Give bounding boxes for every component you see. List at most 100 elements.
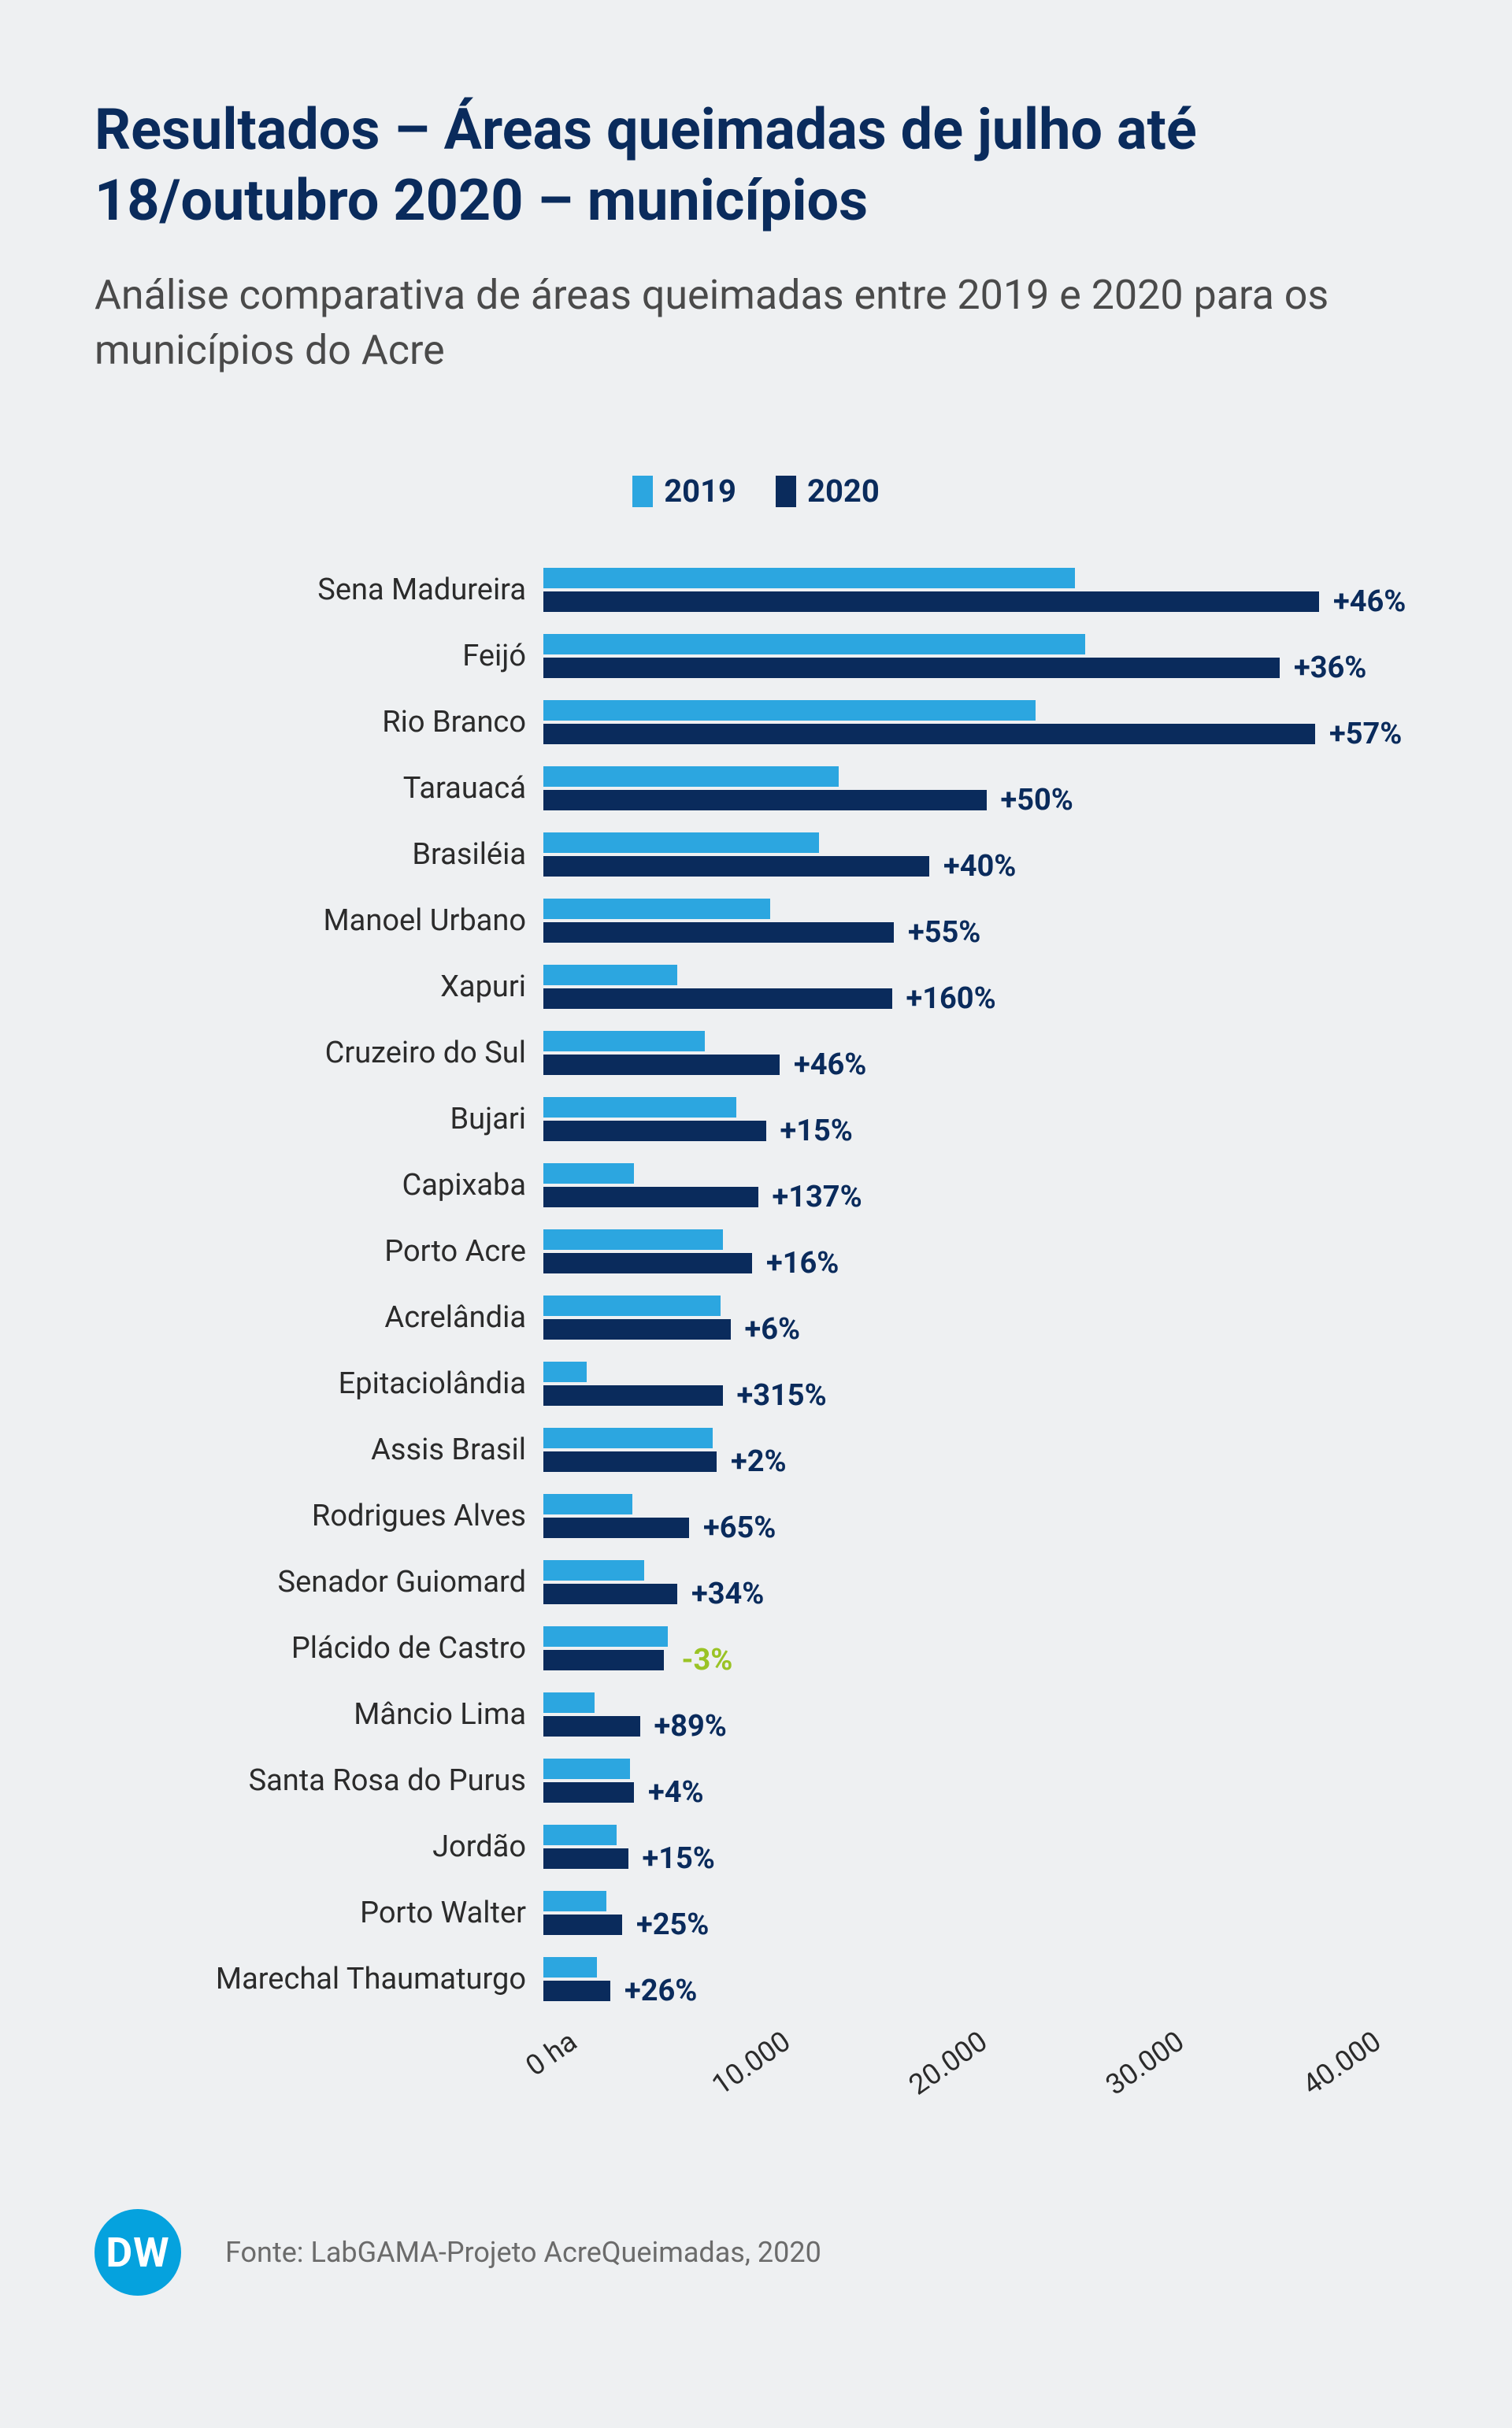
pct-label: +315% xyxy=(737,1378,827,1413)
category-label: Santa Rosa do Purus xyxy=(249,1763,526,1798)
bar-2020 xyxy=(543,790,987,810)
chart-row: Plácido de Castro-3% xyxy=(543,1615,1410,1681)
pct-label: +25% xyxy=(636,1907,709,1942)
pct-label: +2% xyxy=(731,1444,787,1479)
pct-label: +15% xyxy=(643,1841,715,1876)
bar-2019 xyxy=(543,1362,587,1382)
chart-row: Capixaba+137% xyxy=(543,1152,1410,1218)
legend-label-2020: 2020 xyxy=(807,473,880,510)
chart-row: Rodrigues Alves+65% xyxy=(543,1483,1410,1549)
pct-label: +36% xyxy=(1294,651,1366,685)
axis-tick: 30.000 xyxy=(1106,2020,1197,2097)
category-label: Tarauacá xyxy=(403,771,526,806)
pct-label: +40% xyxy=(943,849,1016,884)
pct-label: +16% xyxy=(766,1246,839,1281)
bar-2019 xyxy=(543,1163,634,1184)
bar-2019 xyxy=(543,1560,644,1581)
chart-row: Brasiléia+40% xyxy=(543,821,1410,888)
chart-row: Manoel Urbano+55% xyxy=(543,888,1410,954)
category-label: Mâncio Lima xyxy=(354,1697,526,1732)
pct-label: +50% xyxy=(1001,783,1073,817)
category-label: Manoel Urbano xyxy=(323,903,526,938)
pct-label: +65% xyxy=(703,1511,776,1545)
chart-row: Xapuri+160% xyxy=(543,954,1410,1020)
bar-2019 xyxy=(543,899,770,919)
bar-2020 xyxy=(543,1782,634,1803)
pct-label: +137% xyxy=(773,1180,862,1214)
bar-2020 xyxy=(543,1451,717,1472)
category-label: Cruzeiro do Sul xyxy=(325,1036,526,1070)
bar-2020 xyxy=(543,591,1319,612)
category-label: Epitaciolândia xyxy=(339,1366,526,1401)
category-label: Capixaba xyxy=(402,1168,526,1203)
legend: 2019 2020 xyxy=(94,473,1418,510)
pct-label: +55% xyxy=(908,915,980,950)
pct-label: +46% xyxy=(794,1047,866,1082)
legend-label-2019: 2019 xyxy=(664,473,736,510)
category-label: Jordão xyxy=(432,1829,526,1864)
chart-row: Cruzeiro do Sul+46% xyxy=(543,1020,1410,1086)
pct-label: +160% xyxy=(906,981,996,1016)
bar-2020 xyxy=(543,1981,610,2001)
bar-2019 xyxy=(543,700,1036,721)
legend-item-2019: 2019 xyxy=(632,473,736,510)
footer: DW Fonte: LabGAMA-Projeto AcreQueimadas,… xyxy=(94,2209,1418,2296)
pct-label: +89% xyxy=(654,1709,727,1744)
axis-tick: 10.000 xyxy=(713,2020,803,2097)
axis-tick: 0 ha xyxy=(526,2020,589,2078)
chart-row: Epitaciolândia+315% xyxy=(543,1351,1410,1417)
x-axis: 0 ha10.00020.00030.00040.000 xyxy=(543,2020,1410,2115)
chart-row: Tarauacá+50% xyxy=(543,755,1410,821)
bar-2019 xyxy=(543,1759,630,1779)
bar-2020 xyxy=(543,856,929,877)
bar-2019 xyxy=(543,1428,713,1448)
bar-2019 xyxy=(543,1626,668,1647)
bar-2020 xyxy=(543,658,1280,678)
category-label: Rio Branco xyxy=(382,705,526,740)
legend-item-2020: 2020 xyxy=(776,473,880,510)
bar-2019 xyxy=(543,1957,597,1978)
category-label: Bujari xyxy=(450,1102,526,1136)
bar-2020 xyxy=(543,1253,752,1273)
bar-2019 xyxy=(543,1229,723,1250)
bar-2019 xyxy=(543,965,677,985)
bar-2019 xyxy=(543,766,839,787)
bar-2020 xyxy=(543,1187,758,1207)
chart-container: Resultados – Áreas queimadas de julho at… xyxy=(0,0,1512,2359)
pct-label: +15% xyxy=(780,1114,853,1148)
axis-tick: 40.000 xyxy=(1303,2020,1394,2097)
bar-2019 xyxy=(543,1097,736,1118)
chart-row: Rio Branco+57% xyxy=(543,689,1410,755)
chart-row: Marechal Thaumaturgo+26% xyxy=(543,1946,1410,2012)
bar-2019 xyxy=(543,568,1075,588)
bar-2020 xyxy=(543,1915,622,1935)
bar-2020 xyxy=(543,988,892,1009)
chart-row: Acrelândia+6% xyxy=(543,1284,1410,1351)
pct-label: +4% xyxy=(648,1775,704,1810)
pct-label: +26% xyxy=(624,1974,697,2008)
category-label: Porto Acre xyxy=(384,1234,526,1269)
category-label: Porto Walter xyxy=(360,1896,526,1930)
category-label: Marechal Thaumaturgo xyxy=(216,1962,526,1996)
pct-label: +6% xyxy=(745,1312,801,1347)
chart-row: Mâncio Lima+89% xyxy=(543,1681,1410,1748)
bar-2019 xyxy=(543,1825,617,1845)
bar-2020 xyxy=(543,1385,723,1406)
category-label: Acrelândia xyxy=(384,1300,526,1335)
bar-2020 xyxy=(543,1848,628,1869)
bar-2020 xyxy=(543,1716,640,1737)
chart-row: Porto Acre+16% xyxy=(543,1218,1410,1284)
category-label: Sena Madureira xyxy=(317,573,526,607)
bar-2019 xyxy=(543,1296,721,1316)
bar-2020 xyxy=(543,1584,677,1604)
chart-row: Feijó+36% xyxy=(543,623,1410,689)
dw-logo-icon: DW xyxy=(94,2209,181,2296)
bar-chart: Sena Madureira+46%Feijó+36%Rio Branco+57… xyxy=(543,557,1410,2115)
pct-label: +57% xyxy=(1329,717,1402,751)
bar-2019 xyxy=(543,1692,595,1713)
pct-label: +46% xyxy=(1333,584,1406,619)
source-label: Fonte: LabGAMA-Projeto AcreQueimadas, 20… xyxy=(225,2236,821,2269)
bar-2020 xyxy=(543,922,894,943)
chart-subtitle: Análise comparativa de áreas queimadas e… xyxy=(94,268,1418,378)
bar-2020 xyxy=(543,1319,731,1340)
